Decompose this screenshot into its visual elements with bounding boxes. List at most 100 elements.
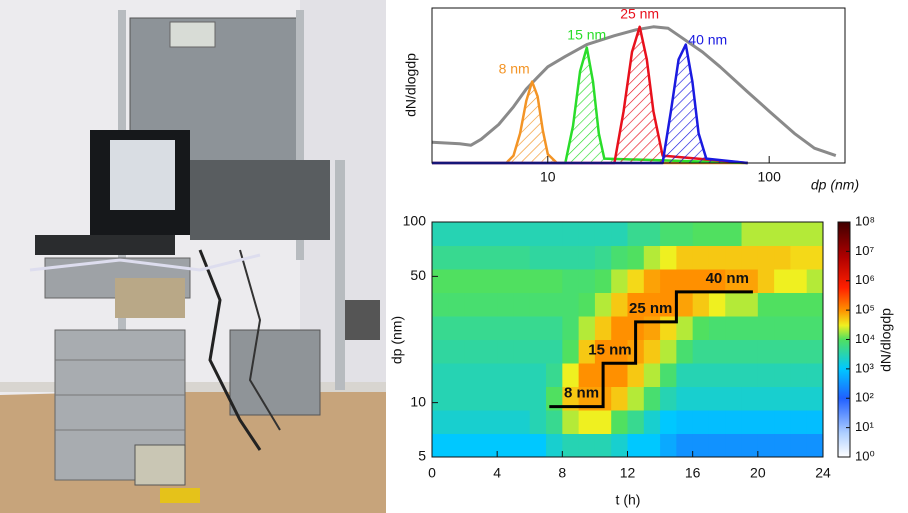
heatmap-cell xyxy=(790,433,808,458)
heatmap-cell xyxy=(529,386,547,411)
step-label: 15 nm xyxy=(588,341,631,358)
heatmap-cell xyxy=(660,269,677,293)
heatmap-cell xyxy=(464,269,482,293)
y-axis-title: dp (nm) xyxy=(389,316,405,364)
heatmap-cell xyxy=(806,386,824,411)
heatmap-cell xyxy=(725,339,743,364)
heatmap-cell xyxy=(757,292,775,317)
heatmap-cell xyxy=(578,269,596,293)
colorbar-tick-label: 10⁷ xyxy=(855,243,874,258)
peak-label: 40 nm xyxy=(688,31,727,47)
heatmap-cell xyxy=(643,222,661,246)
heatmap-cell xyxy=(546,386,563,411)
colorbar-tick-label: 10² xyxy=(855,390,874,405)
heatmap-cell xyxy=(692,363,710,387)
heatmap-cell xyxy=(562,386,580,411)
heatmap-cell xyxy=(676,292,694,317)
heatmap-cell xyxy=(660,339,677,364)
x-axis-title: dp (nm) xyxy=(811,177,859,193)
y-tick-label: 10 xyxy=(410,393,426,409)
heatmap-cell xyxy=(708,292,726,317)
heatmap-cell xyxy=(480,222,498,246)
heatmap-cell xyxy=(432,386,449,411)
heatmap-cell xyxy=(578,339,596,364)
heatmap-cell xyxy=(643,339,661,364)
heatmap-cell xyxy=(725,386,743,411)
heatmap-cell xyxy=(741,433,759,458)
heatmap-cell xyxy=(513,292,531,317)
peak-label: 15 nm xyxy=(567,26,606,42)
peak-line xyxy=(432,25,748,165)
x-tick-label: 16 xyxy=(685,465,701,481)
heatmap-cell xyxy=(725,433,743,458)
heatmap-cell xyxy=(611,245,628,270)
heatmap-cell xyxy=(757,316,775,340)
heatmap-cell xyxy=(464,292,482,317)
x-tick-label: 12 xyxy=(620,465,636,481)
heatmap-cell xyxy=(497,433,514,458)
heatmap-cell xyxy=(497,292,514,317)
heatmap-cell xyxy=(480,292,498,317)
heatmap-cell xyxy=(741,410,759,434)
heatmap-cell xyxy=(708,245,726,270)
heatmap-cell xyxy=(757,410,775,434)
heatmap-cell xyxy=(480,339,498,364)
heatmap-cell xyxy=(676,339,694,364)
heatmap-cell xyxy=(757,433,775,458)
peak-label: 8 nm xyxy=(499,60,530,76)
colorbar-tick-label: 10³ xyxy=(855,360,874,375)
heatmap-cell xyxy=(757,222,775,246)
x-tick-label: 4 xyxy=(493,465,501,481)
heatmap-cell xyxy=(676,410,694,434)
peak-line xyxy=(432,43,748,165)
heatmap-cell xyxy=(432,222,449,246)
colorbar-tick-label: 10¹ xyxy=(855,419,874,434)
heatmap-cell xyxy=(594,222,612,246)
heatmap-cell xyxy=(790,316,808,340)
heatmap-cell xyxy=(708,363,726,387)
heatmap-cell xyxy=(578,410,596,434)
peak-fill xyxy=(432,44,748,163)
heatmap-cell xyxy=(725,245,743,270)
heatmap-cell xyxy=(480,410,498,434)
heatmap-cell xyxy=(643,410,661,434)
y-tick-label: 50 xyxy=(410,267,426,283)
heatmap-cell xyxy=(448,386,466,411)
heatmap-cell xyxy=(594,316,612,340)
heatmap-cell xyxy=(741,363,759,387)
heatmap-cell xyxy=(513,222,531,246)
heatmap-cell xyxy=(643,433,661,458)
heatmap-cell xyxy=(774,269,791,293)
heatmap-cell xyxy=(562,410,580,434)
heatmap-cell xyxy=(627,410,645,434)
heatmap-cell xyxy=(611,292,628,317)
heatmap-cell xyxy=(546,410,563,434)
x-tick-label: 24 xyxy=(815,465,831,481)
peak-label: 25 nm xyxy=(620,6,659,22)
heatmap-cell xyxy=(594,433,612,458)
heatmap-cell xyxy=(464,386,482,411)
heatmap-cell xyxy=(546,292,563,317)
heatmap-cell xyxy=(643,316,661,340)
heatmap-cell xyxy=(594,269,612,293)
heatmap-cell xyxy=(448,292,466,317)
heatmap-cell xyxy=(741,245,759,270)
heatmap-cell xyxy=(806,410,824,434)
heatmap-cell xyxy=(432,363,449,387)
heatmap-cell xyxy=(774,363,791,387)
heatmap-cell xyxy=(692,339,710,364)
heatmap-cell xyxy=(546,339,563,364)
x-axis-title: t (h) xyxy=(616,492,641,508)
heatmap-cell xyxy=(643,363,661,387)
heatmap-cell xyxy=(497,363,514,387)
colorbar-title: dN/dlogdp xyxy=(878,308,894,372)
heatmap-cell xyxy=(790,292,808,317)
heatmap-cell xyxy=(725,316,743,340)
heatmap-cell xyxy=(806,245,824,270)
heatmap-cell xyxy=(529,316,547,340)
heatmap-cell xyxy=(741,222,759,246)
heatmap-cell xyxy=(497,245,514,270)
heatmap-cell xyxy=(774,433,791,458)
heatmap-cell xyxy=(432,292,449,317)
colorbar-tick-label: 10⁸ xyxy=(855,213,875,228)
